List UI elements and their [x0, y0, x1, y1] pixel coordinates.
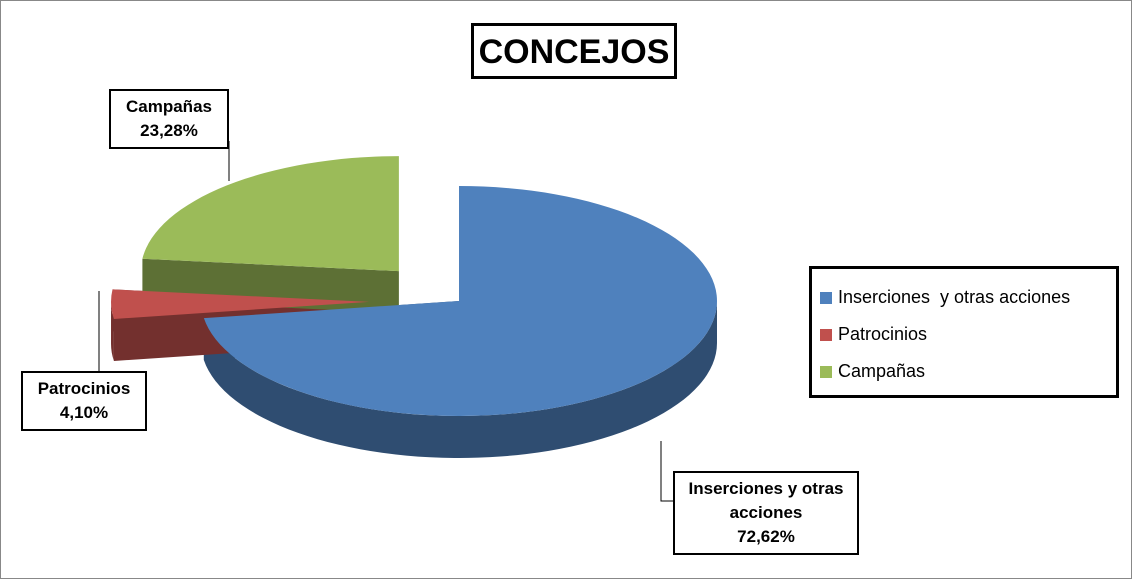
- slice: [203, 186, 718, 416]
- data-label-name: Inserciones y otras acciones: [688, 479, 844, 522]
- data-label: Patrocinios 4,10%: [21, 371, 147, 431]
- slice-side: [203, 301, 718, 458]
- chart-title: CONCEJOS: [471, 23, 677, 79]
- data-label: Inserciones y otras acciones 72,62%: [673, 471, 859, 555]
- legend-label: Inserciones y otras acciones: [838, 287, 1071, 307]
- slice: [142, 156, 399, 272]
- legend-swatch: [820, 328, 832, 341]
- data-label-name: Campañas: [126, 97, 212, 116]
- data-label-value: 4,10%: [59, 403, 109, 422]
- legend-swatch: [820, 291, 832, 304]
- data-label-name: Patrocinios: [37, 379, 131, 398]
- slice-side: [111, 301, 114, 361]
- legend: Inserciones y otras acciones Patrocinios C…: [809, 266, 1119, 398]
- data-label: Campañas 23,28%: [109, 89, 229, 149]
- legend-label: Campañas: [838, 361, 926, 381]
- legend-item: Campañas: [820, 353, 1108, 390]
- legend-item: Inserciones y otras acciones: [820, 279, 1108, 316]
- data-label-value: 23,28%: [140, 121, 198, 140]
- legend-item: Patrocinios: [820, 316, 1108, 353]
- legend-label: Patrocinios: [838, 324, 928, 344]
- legend-swatch: [820, 365, 832, 378]
- slice: [111, 289, 370, 319]
- data-label-value: 72,62%: [737, 527, 795, 546]
- leader-line: [660, 441, 673, 502]
